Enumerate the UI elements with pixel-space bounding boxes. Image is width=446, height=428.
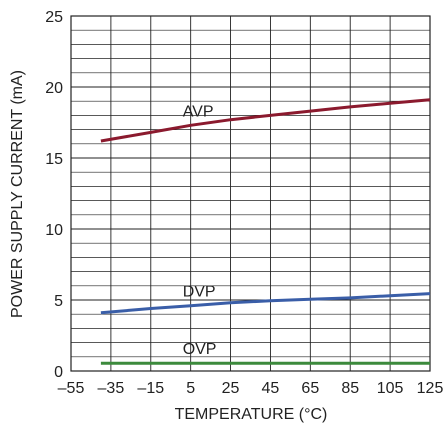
y-tick-label: 15 [45, 151, 63, 168]
x-tick-label: 45 [262, 380, 280, 397]
x-tick-label: –15 [137, 380, 164, 397]
y-axis-label: POWER SUPPLY CURRENT (mA) [9, 70, 26, 318]
y-tick-label: 10 [45, 222, 63, 239]
x-tick-label: 65 [301, 380, 319, 397]
x-tick-label: –55 [58, 380, 85, 397]
y-tick-label: 20 [45, 80, 63, 97]
series-line-avp [100, 98, 431, 143]
series-label-avp: AVP [183, 103, 214, 120]
y-tick-label: 25 [45, 9, 63, 26]
x-tick-label: 5 [186, 380, 195, 397]
y-tick-label: 5 [54, 293, 63, 310]
chart-tick-labels: –55 –35 –15 5 25 45 65 85 105 125 0 5 10 15 20 25 [45, 9, 443, 397]
chart-series-labels: AVP DVP OVP [183, 103, 217, 358]
series-label-ovp: OVP [183, 341, 217, 358]
x-axis-label: TEMPERATURE (°C) [175, 406, 328, 423]
series-label-dvp: DVP [183, 284, 216, 301]
x-tick-label: 85 [341, 380, 359, 397]
y-tick-label: 0 [54, 364, 63, 381]
x-tick-label: 25 [222, 380, 240, 397]
chart-series [100, 98, 431, 365]
chart-grid [70, 15, 431, 372]
x-tick-label: 105 [377, 380, 404, 397]
x-tick-label: –35 [98, 380, 125, 397]
series-line-dvp [100, 292, 431, 315]
plot-area [70, 15, 431, 372]
x-tick-label: 125 [417, 380, 444, 397]
